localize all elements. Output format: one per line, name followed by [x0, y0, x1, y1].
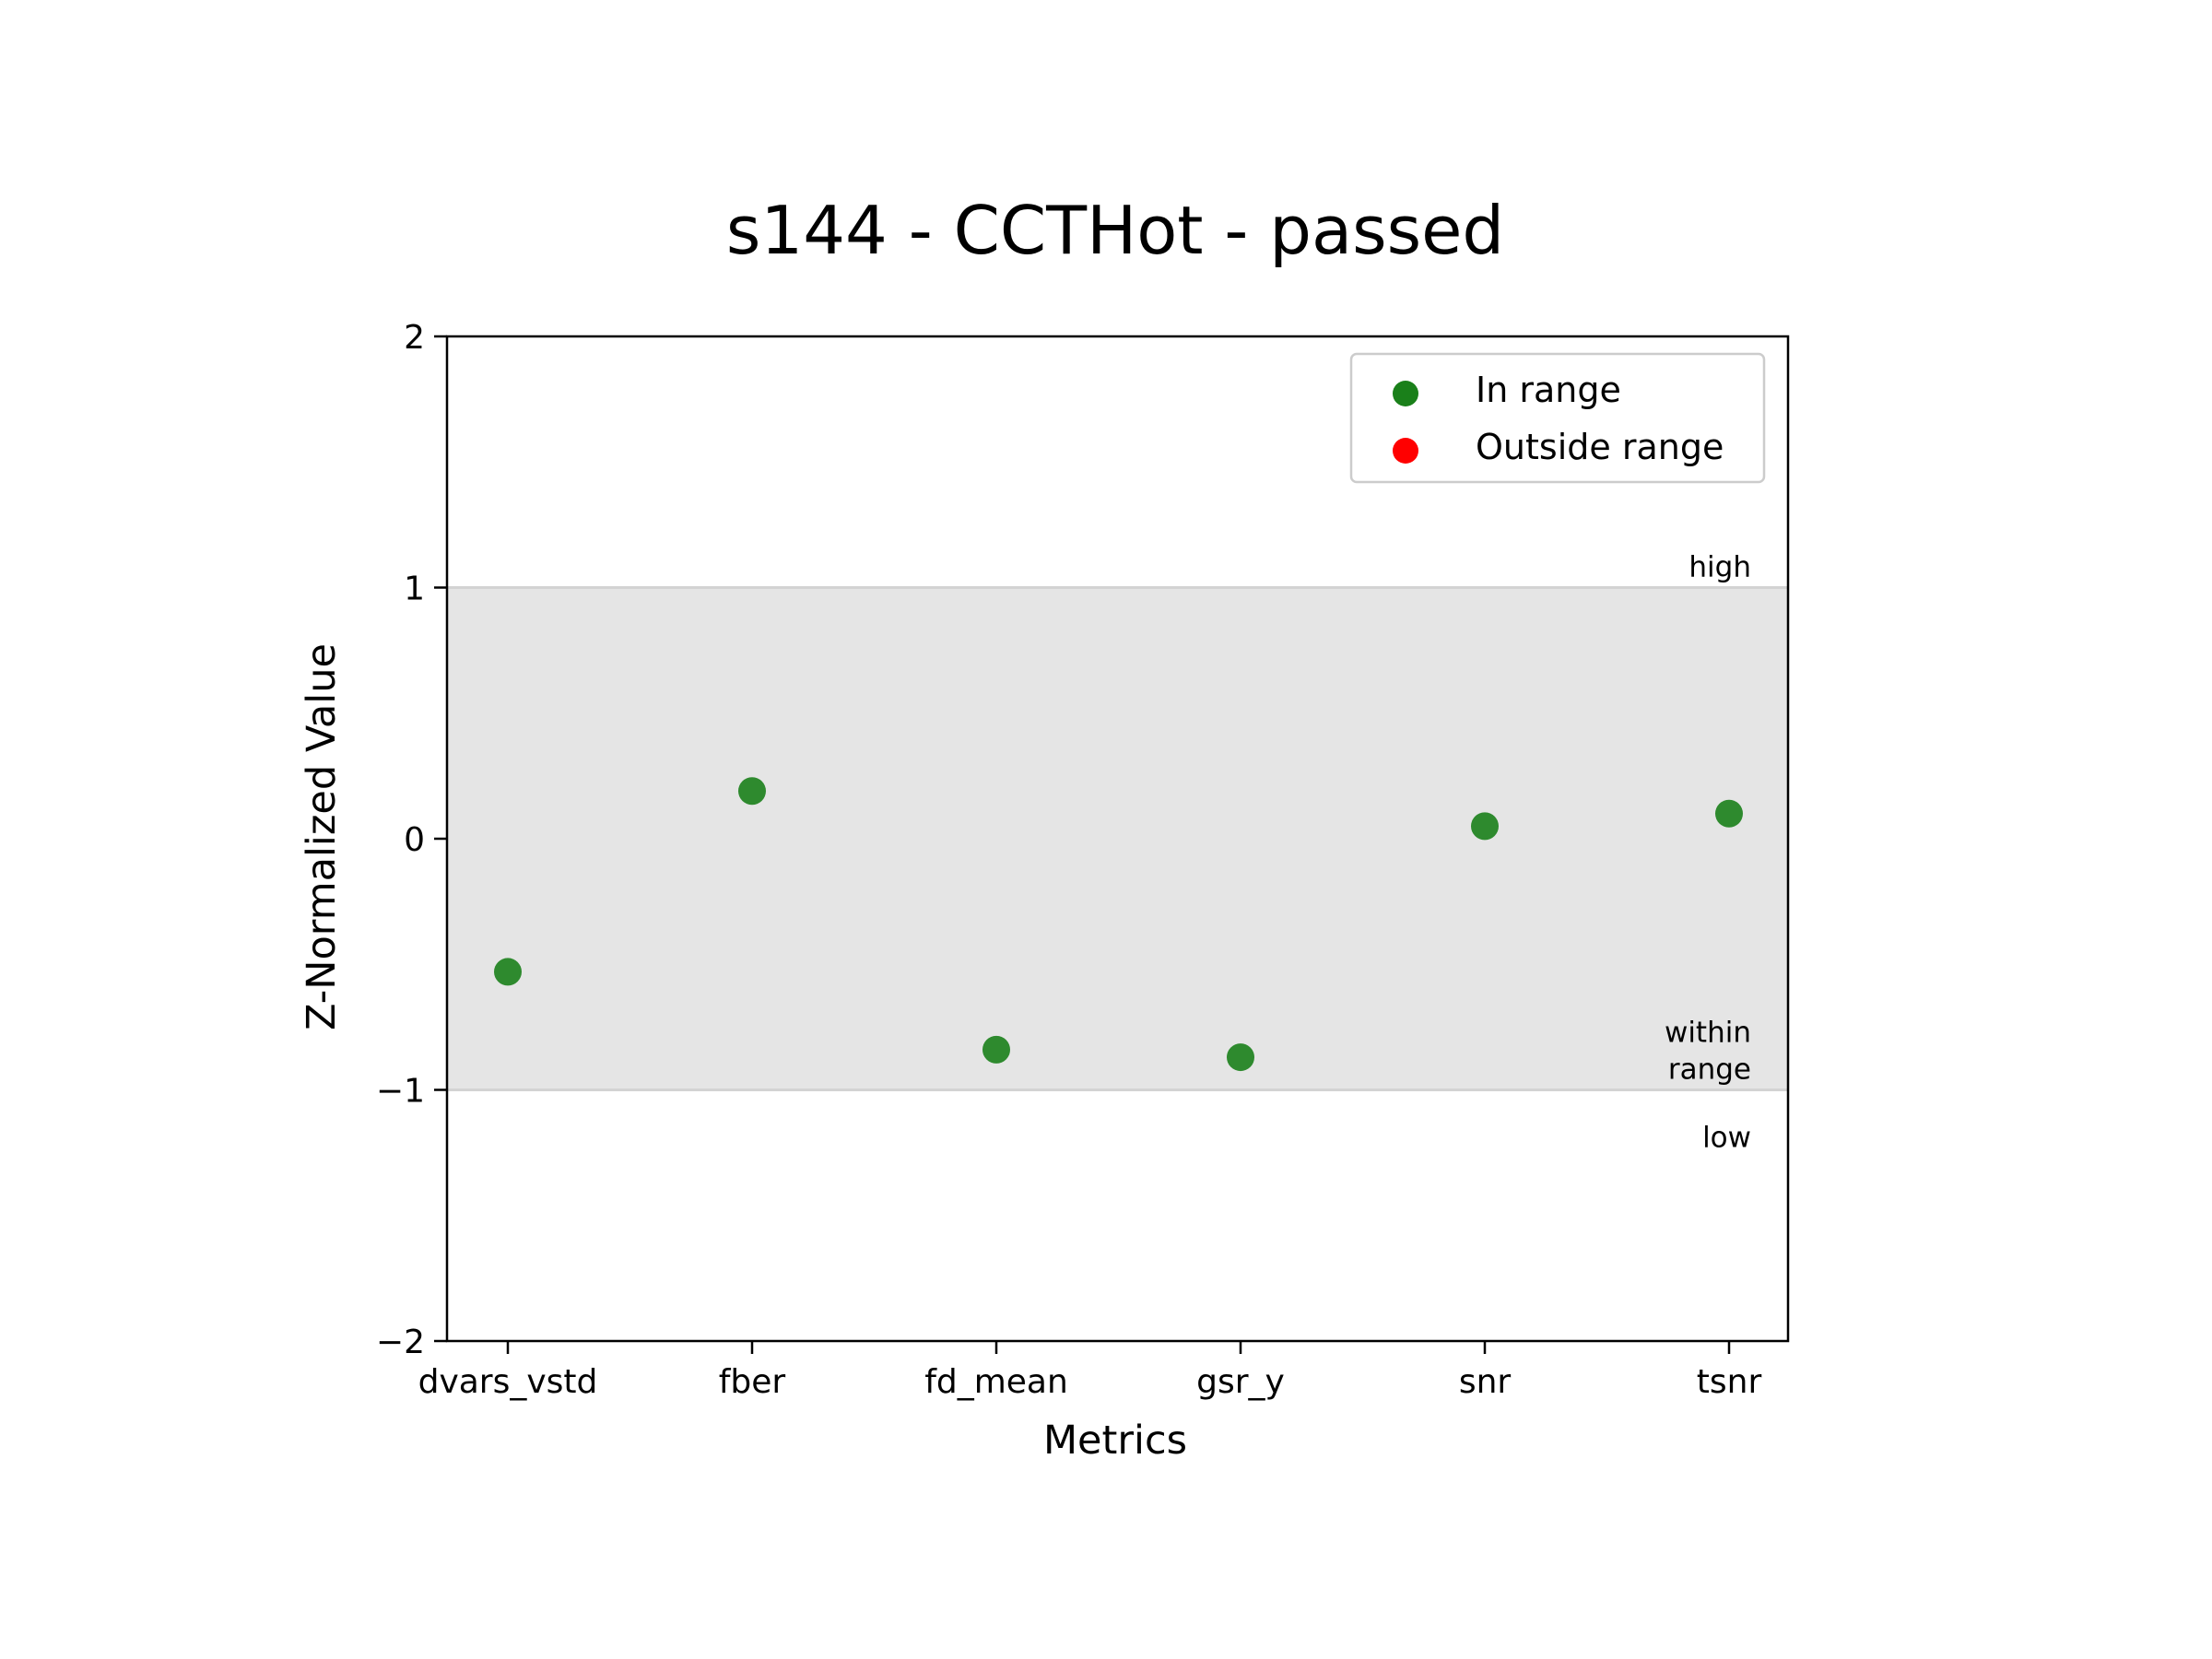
- x-tick-label-tsnr: tsnr: [1697, 1363, 1762, 1401]
- y-tick-label: 0: [404, 821, 425, 859]
- legend: In range Outside range: [1349, 352, 1766, 484]
- data-point-fd_mean: [982, 1035, 1010, 1064]
- chart-title: s144 - CCTHot - passed: [726, 192, 1504, 269]
- x-tick-label-dvars_vstd: dvars_vstd: [418, 1363, 598, 1401]
- x-tick-label-snr: snr: [1459, 1363, 1512, 1401]
- data-point-fber: [738, 777, 766, 806]
- band-label-0-0: high: [1688, 551, 1751, 584]
- legend-label-0: In range: [1476, 370, 1621, 410]
- data-point-gsr_y: [1227, 1043, 1254, 1072]
- band-label-1-0: within: [1665, 1017, 1751, 1050]
- within-range-band: [447, 587, 1788, 1090]
- y-tick-label: 1: [404, 571, 425, 608]
- band-label-1-1: range: [1668, 1053, 1751, 1087]
- x-tick-label-fd_mean: fd_mean: [924, 1363, 1068, 1401]
- legend-marker-1: [1393, 438, 1418, 464]
- legend-box: [1349, 352, 1766, 484]
- y-tick-label: −1: [376, 1073, 425, 1111]
- y-tick-label: −2: [376, 1324, 425, 1361]
- band-label-2-0: low: [1702, 1122, 1751, 1155]
- x-tick-label-fber: fber: [719, 1363, 786, 1401]
- x-tick-label-gsr_y: gsr_y: [1196, 1363, 1285, 1401]
- legend-label-1: Outside range: [1476, 427, 1724, 467]
- legend-marker-0: [1393, 381, 1418, 406]
- data-point-tsnr: [1715, 799, 1743, 828]
- x-axis-label: Metrics: [1043, 1418, 1187, 1464]
- data-point-snr: [1471, 812, 1499, 841]
- y-axis-label: Z-Normalized Value: [299, 643, 345, 1030]
- data-point-dvars_vstd: [494, 958, 522, 986]
- y-tick-label: 2: [404, 319, 425, 357]
